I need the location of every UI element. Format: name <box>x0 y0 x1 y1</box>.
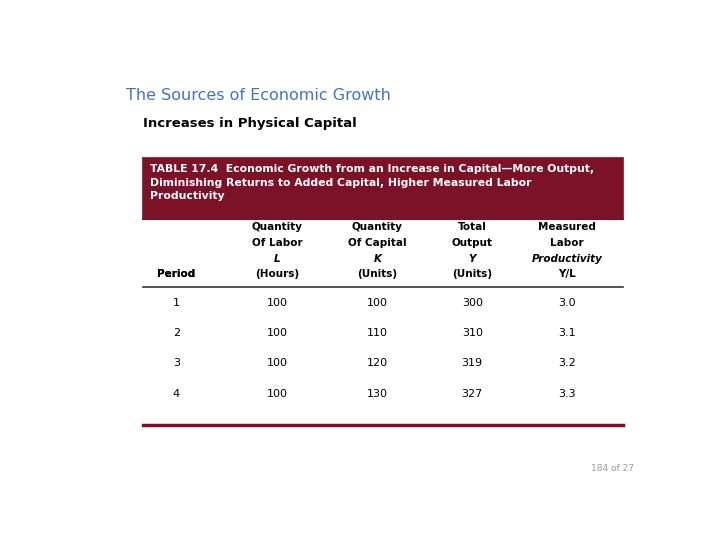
Text: 2: 2 <box>173 328 180 338</box>
Text: Increases in Physical Capital: Increases in Physical Capital <box>143 117 357 130</box>
Text: 4: 4 <box>173 389 180 399</box>
Text: 3.3: 3.3 <box>558 389 576 399</box>
Text: (Hours): (Hours) <box>255 269 299 279</box>
Text: 1: 1 <box>173 298 180 308</box>
Text: Period: Period <box>158 269 196 279</box>
Text: 310: 310 <box>462 328 482 338</box>
Text: 130: 130 <box>367 389 388 399</box>
Text: 110: 110 <box>367 328 388 338</box>
Text: Productivity: Productivity <box>531 254 603 264</box>
Text: The Sources of Economic Growth: The Sources of Economic Growth <box>126 87 391 103</box>
Text: 3.1: 3.1 <box>558 328 576 338</box>
Text: 3.2: 3.2 <box>558 359 576 368</box>
Text: 3.0: 3.0 <box>558 298 576 308</box>
Text: 100: 100 <box>266 328 287 338</box>
Text: 100: 100 <box>266 298 287 308</box>
Text: Of Labor: Of Labor <box>251 238 302 248</box>
Text: 100: 100 <box>367 298 388 308</box>
Text: 319: 319 <box>462 359 483 368</box>
Text: (Units): (Units) <box>357 269 397 279</box>
Text: Measured: Measured <box>538 222 596 232</box>
Text: 184 of 27: 184 of 27 <box>591 464 634 473</box>
Text: Labor: Labor <box>550 238 584 248</box>
Text: Y: Y <box>469 254 476 264</box>
FancyBboxPatch shape <box>143 158 623 219</box>
Text: Total: Total <box>458 222 487 232</box>
Text: Y/L: Y/L <box>558 269 576 279</box>
Text: Output: Output <box>451 238 492 248</box>
Text: Period: Period <box>158 269 196 279</box>
Text: 3: 3 <box>173 359 180 368</box>
Text: (Units): (Units) <box>452 269 492 279</box>
Text: 327: 327 <box>462 389 483 399</box>
Text: Of Capital: Of Capital <box>348 238 407 248</box>
Text: L: L <box>274 254 280 264</box>
Text: 120: 120 <box>366 359 388 368</box>
Text: Quantity: Quantity <box>251 222 302 232</box>
Text: TABLE 17.4  Economic Growth from an Increase in Capital—More Output,
Diminishing: TABLE 17.4 Economic Growth from an Incre… <box>150 164 595 201</box>
Text: 100: 100 <box>266 389 287 399</box>
Text: Quantity: Quantity <box>352 222 403 232</box>
Text: 300: 300 <box>462 298 482 308</box>
Text: K: K <box>374 254 382 264</box>
Text: 100: 100 <box>266 359 287 368</box>
